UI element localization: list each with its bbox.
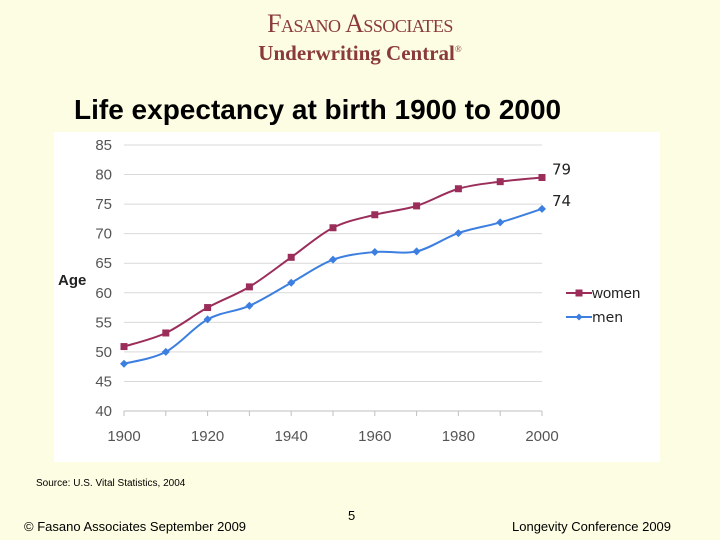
- data-point-women: [245, 283, 253, 291]
- data-point-women: [120, 343, 128, 351]
- legend-label-women: women: [591, 285, 640, 302]
- x-tick-label: 1920: [191, 428, 224, 445]
- data-point-men: [454, 229, 463, 238]
- data-point-men: [370, 247, 379, 256]
- data-point-men: [120, 359, 128, 368]
- data-label-men: 74: [552, 192, 571, 210]
- logo-company-name: Fasano Associates: [267, 9, 453, 38]
- data-point-men: [412, 247, 421, 256]
- slide-title: Life expectancy at birth 1900 to 2000: [74, 94, 562, 125]
- life-expectancy-chart: 40 45 50 55 60 65 70 75 80 85 1900 1920 1940 1960 1980…: [58, 137, 640, 445]
- data-point-men: [496, 218, 505, 227]
- x-tick-label: 2000: [525, 428, 558, 445]
- y-tick-label: 60: [95, 285, 112, 302]
- data-point-women: [413, 202, 421, 210]
- data-point-women: [496, 178, 504, 186]
- series-line-men: [123, 207, 543, 365]
- data-label-women: 79: [552, 161, 571, 179]
- x-tick-label: 1940: [275, 428, 308, 445]
- x-tick-label: 1960: [358, 428, 391, 445]
- registered-mark: ®: [454, 44, 462, 54]
- x-tick-label: 1900: [107, 428, 140, 445]
- y-tick-label: 70: [95, 226, 112, 243]
- y-tick-label: 40: [95, 403, 112, 420]
- data-point-women: [287, 253, 295, 261]
- data-point-women: [162, 329, 170, 337]
- y-tick-label: 50: [95, 344, 112, 361]
- data-point-women: [204, 304, 212, 312]
- data-point-men: [538, 204, 546, 213]
- y-tick-label: 65: [95, 255, 112, 272]
- y-tick-label: 45: [95, 373, 112, 390]
- footer-copyright: © Fasano Associates September 2009: [24, 519, 247, 534]
- data-point-men: [329, 255, 337, 264]
- data-point-women: [329, 224, 337, 232]
- y-axis-title: Age: [58, 272, 86, 289]
- y-tick-label: 55: [95, 314, 112, 331]
- y-tick-label: 80: [95, 167, 112, 184]
- data-point-men: [203, 315, 212, 324]
- data-point-women: [454, 185, 462, 193]
- legend-label-men: men: [592, 310, 623, 326]
- logo-tagline-text: Underwriting Central: [258, 41, 455, 65]
- x-tick-label: 1980: [442, 428, 475, 445]
- data-point-men: [245, 301, 254, 310]
- legend-marker-women: [575, 289, 583, 297]
- footer-event: Longevity Conference 2009: [512, 519, 672, 534]
- data-point-women: [371, 211, 379, 219]
- chart-panel: 40 45 50 55 60 65 70 75 80 85 1900 1920 1940 1960 1980…: [54, 132, 660, 462]
- source-note: Source: U.S. Vital Statistics, 2004: [36, 478, 186, 489]
- company-logo: Fasano Associates Underwriting Central®: [0, 9, 720, 65]
- legend-marker-men: [575, 313, 583, 321]
- logo-tagline: Underwriting Central®: [0, 38, 720, 64]
- data-point-men: [287, 278, 296, 287]
- page-number: 5: [348, 508, 356, 523]
- y-tick-label: 85: [95, 137, 112, 154]
- data-point-men: [161, 347, 170, 356]
- y-tick-label: 75: [95, 196, 112, 213]
- data-point-women: [538, 174, 546, 182]
